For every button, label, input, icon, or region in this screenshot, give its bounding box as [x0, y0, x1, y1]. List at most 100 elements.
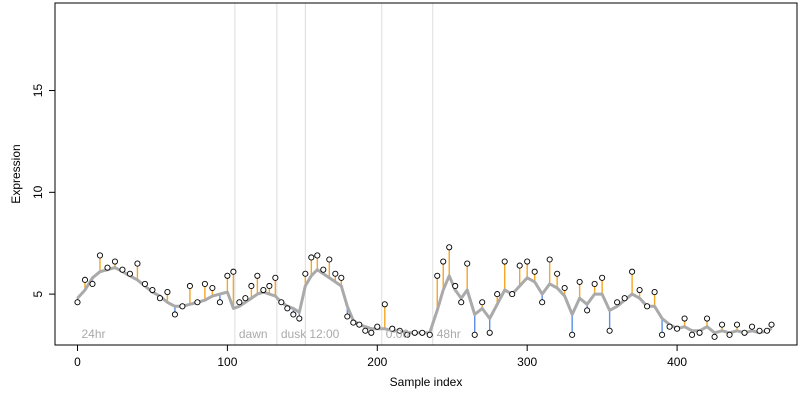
data-point [332, 270, 339, 277]
data-point [381, 301, 388, 308]
data-point [614, 299, 621, 306]
data-point [111, 258, 119, 265]
data-point [486, 329, 493, 336]
data-point [242, 295, 249, 302]
fitted-curve [76, 266, 773, 335]
data-point [344, 313, 351, 320]
data-point [621, 295, 628, 302]
x-tick-label: 100 [217, 355, 237, 369]
data-point [302, 270, 309, 277]
data-point [763, 327, 771, 334]
data-point [134, 260, 141, 267]
data-point [446, 244, 453, 251]
data-point [278, 299, 285, 306]
data-point [209, 284, 216, 292]
data-point [748, 323, 756, 330]
data-point [681, 315, 688, 322]
data-point [272, 274, 279, 281]
data-point [194, 299, 201, 306]
x-tick-label: 200 [367, 355, 387, 369]
data-point [666, 323, 673, 330]
y-axis-ticks: 5 10 15 [31, 84, 56, 297]
data-point [576, 278, 583, 285]
data-point [104, 264, 111, 271]
data-point [326, 256, 333, 263]
data-point [719, 321, 726, 328]
phase-label: 24hr [81, 327, 105, 341]
data-point [509, 291, 516, 298]
data-point [320, 266, 327, 273]
data-point [419, 329, 426, 336]
data-point [230, 268, 237, 275]
data-point [179, 303, 186, 310]
x-tick-label: 400 [667, 355, 687, 369]
data-point [471, 331, 478, 338]
data-point [224, 272, 231, 279]
data-point [171, 311, 178, 318]
data-point [404, 331, 411, 338]
data-point [284, 305, 291, 312]
data-point [254, 272, 261, 279]
phase-labels: 24hr dawn dusk 12:00 0:00 48hr [81, 327, 460, 341]
y-tick-label: 15 [31, 84, 45, 98]
data-point [396, 327, 403, 334]
data-point [89, 280, 96, 287]
data-point [458, 299, 465, 306]
data-point [186, 282, 193, 290]
data-point [768, 321, 775, 328]
data-point [350, 319, 357, 326]
data-point [464, 260, 471, 267]
data-point [126, 270, 133, 277]
phase-label: dusk [281, 327, 307, 341]
data-point [296, 315, 303, 322]
data-point [356, 321, 363, 328]
data-point [606, 327, 613, 334]
data-point [440, 258, 447, 265]
data-point [479, 299, 486, 306]
y-tick-label: 5 [31, 290, 45, 297]
data-point [569, 331, 576, 338]
data-point [689, 331, 696, 338]
data-point [314, 252, 321, 259]
phase-label: 0:00 [386, 327, 410, 341]
data-point [201, 280, 208, 287]
data-point [426, 331, 433, 338]
data-point [374, 323, 381, 330]
data-point [584, 307, 591, 314]
phase-label: 12:00 [309, 327, 339, 341]
data-point [733, 321, 741, 328]
data-point [711, 333, 718, 340]
data-point [266, 282, 273, 290]
data-point [726, 331, 733, 338]
data-point [149, 286, 156, 294]
data-point [260, 286, 267, 294]
fitted-line [76, 266, 773, 335]
data-point [629, 268, 636, 275]
x-axis-ticks: 0 100 200 300 400 [74, 344, 687, 369]
data-point [164, 289, 171, 296]
data-point [554, 270, 561, 277]
data-point [452, 282, 459, 290]
data-point [696, 329, 703, 336]
data-point [368, 329, 375, 336]
data-point [141, 280, 148, 287]
phase-label: dawn [239, 327, 268, 341]
data-point [248, 282, 255, 290]
data-point [539, 299, 546, 306]
data-point [651, 289, 658, 296]
data-point [516, 262, 523, 269]
data-point [119, 266, 126, 273]
phase-marker-lines [234, 3, 434, 345]
data-point [524, 258, 531, 265]
y-tick-label: 10 [31, 185, 45, 199]
phase-label: 48hr [437, 327, 461, 341]
data-point [674, 325, 681, 332]
data-point [531, 268, 538, 275]
data-point [644, 303, 651, 310]
data-point [501, 258, 508, 265]
data-point [338, 274, 345, 281]
x-axis-label: Sample index [390, 375, 463, 389]
data-point [362, 327, 369, 334]
